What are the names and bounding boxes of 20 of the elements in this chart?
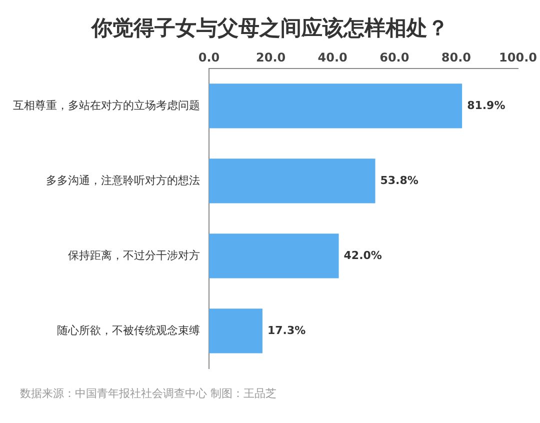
data-label: 42.0% bbox=[344, 248, 382, 262]
y-tick-label: 保持距离，不过分干涉对方 bbox=[68, 248, 200, 262]
x-tick-label: 40.0 bbox=[318, 50, 348, 64]
bar bbox=[209, 234, 339, 278]
bar bbox=[209, 308, 262, 354]
source-note: 数据来源：中国青年报社社会调查中心 制图：王品芝 bbox=[20, 386, 276, 401]
y-tick-label: 多多沟通，注意聆听对方的想法 bbox=[46, 174, 200, 187]
x-tick-label: 20.0 bbox=[256, 50, 286, 64]
y-tick-label: 互相尊重，多站在对方的立场考虑问题 bbox=[13, 98, 200, 112]
data-label: 81.9% bbox=[467, 98, 506, 112]
bar bbox=[209, 158, 376, 204]
data-label: 53.8% bbox=[380, 174, 418, 187]
x-tick-label: 80.0 bbox=[441, 50, 472, 64]
chart-title: 你觉得子女与父母之间应该怎样相处？ bbox=[90, 15, 450, 42]
x-tick-label: 60.0 bbox=[380, 50, 410, 64]
x-tick-label: 0.0 bbox=[198, 50, 220, 64]
y-tick-label: 随心所欲，不被传统观念束缚 bbox=[57, 324, 200, 337]
x-tick-label: 100.0 bbox=[499, 50, 537, 64]
bar bbox=[209, 84, 462, 128]
data-label: 17.3% bbox=[267, 324, 306, 337]
